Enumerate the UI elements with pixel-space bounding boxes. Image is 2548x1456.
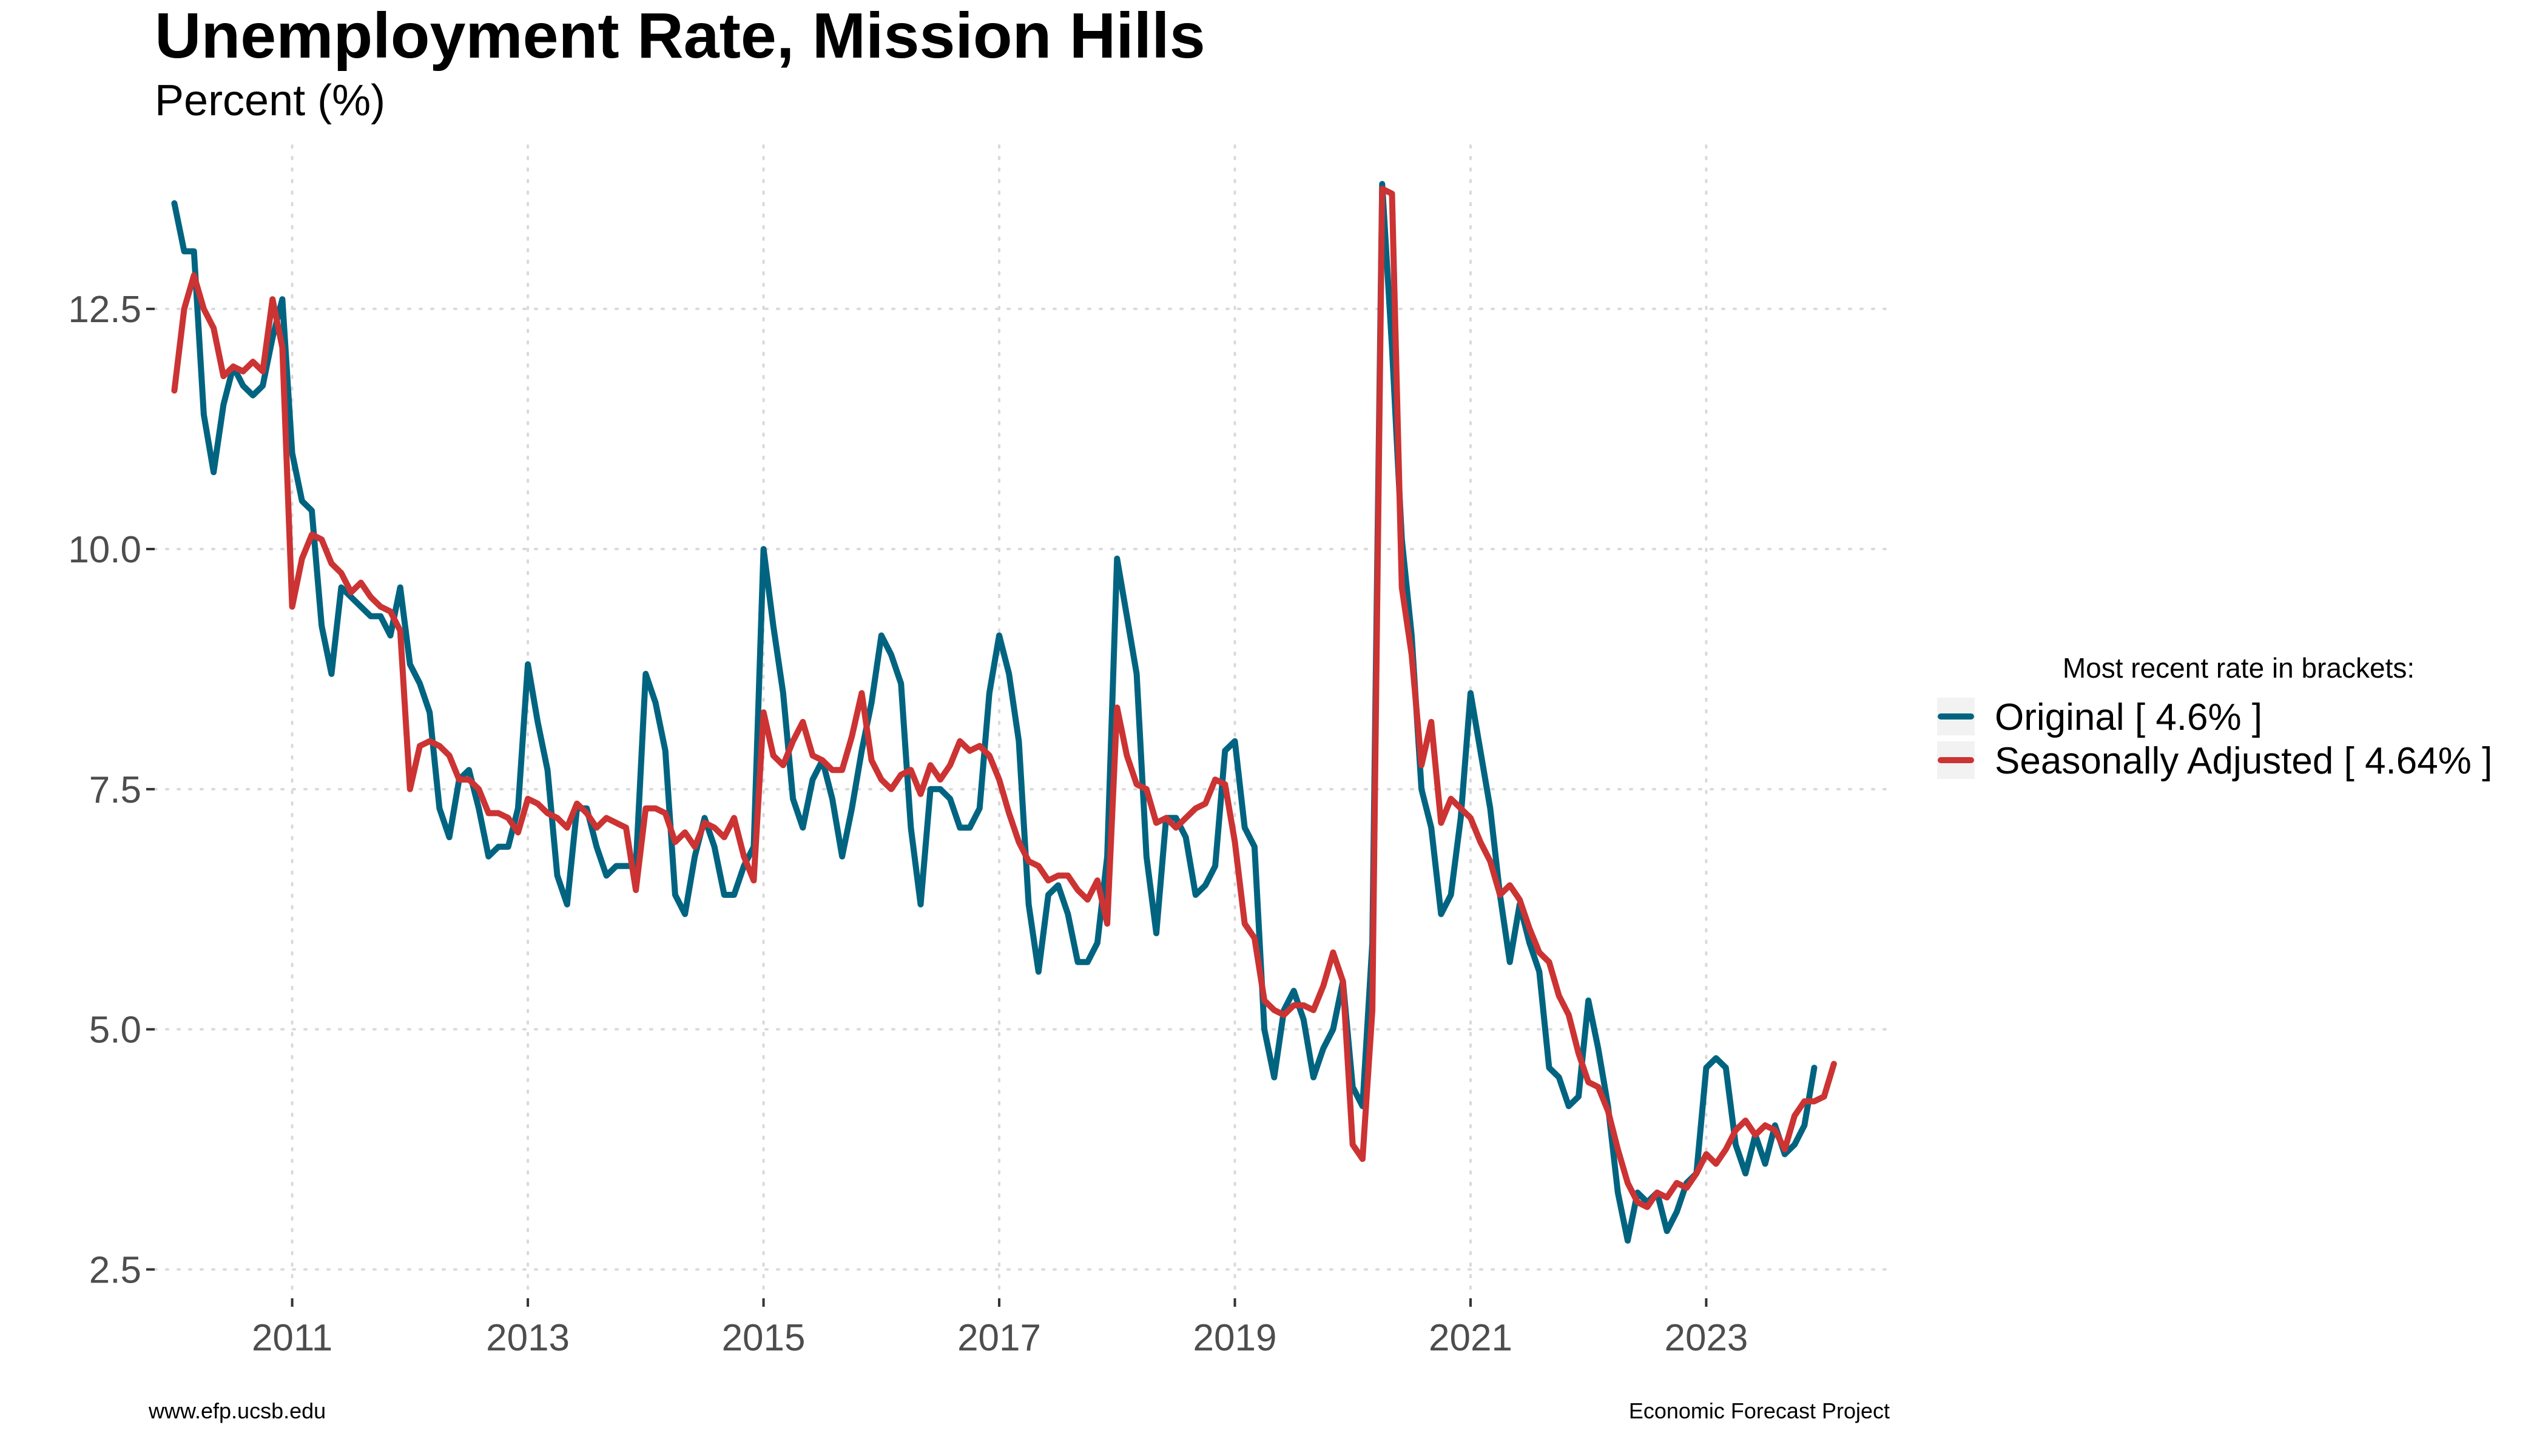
series-line-original [171,181,1818,1244]
gridlines [153,144,1894,1299]
y-tick-label: 5.0 [89,1009,141,1051]
publisher-caption: Economic Forecast Project [1629,1398,1890,1423]
source-caption: www.efp.ucsb.edu [148,1398,326,1423]
x-tick-label: 2013 [486,1317,570,1359]
y-tick-label: 7.5 [89,769,141,811]
x-tick-label: 2017 [957,1317,1041,1359]
x-tick-label: 2011 [252,1317,332,1359]
legend: Most recent rate in brackets: Original [… [1937,652,2492,782]
y-tick-label: 10.0 [68,529,141,571]
x-tick-label: 2023 [1664,1317,1748,1359]
series-line-seasonally-adjusted [171,186,1837,1210]
x-tick-label: 2019 [1193,1317,1277,1359]
chart-title: Unemployment Rate, Mission Hills [155,0,1205,72]
series-lines [171,181,1837,1244]
legend-title: Most recent rate in brackets: [2063,652,2415,684]
legend-label-original: Original [ 4.6% ] [1995,696,2262,738]
y-tick-label: 12.5 [68,289,141,331]
y-tick-label: 2.5 [89,1250,141,1292]
legend-label-seasonally-adjusted: Seasonally Adjusted [ 4.64% ] [1995,740,2492,782]
x-tick-label: 2015 [722,1317,806,1359]
chart-subtitle: Percent (%) [155,76,385,125]
axes: 2.5 5.0 7.5 10.0 12.5 2011 2013 2015 2017 2019 202… [68,289,1748,1359]
x-tick-label: 2021 [1429,1317,1512,1359]
